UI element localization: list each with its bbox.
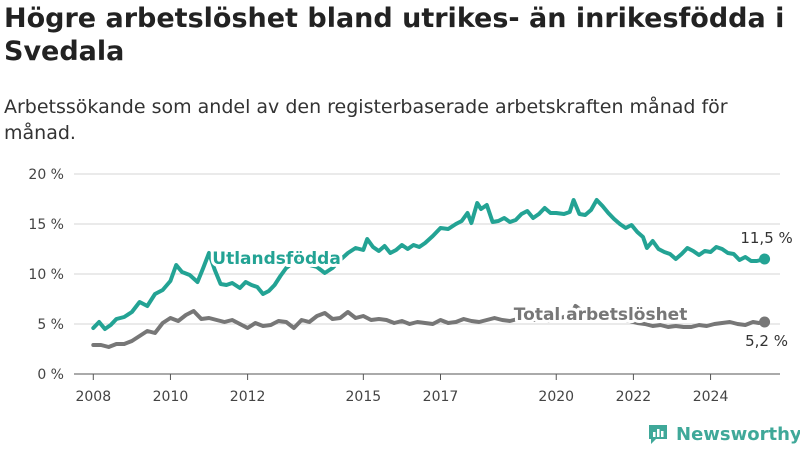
chart-grid	[74, 173, 780, 375]
end-value-label-total-arbetsl-shet: 5,2 %	[745, 332, 788, 350]
y-tick-label: 5 %	[37, 317, 64, 333]
brand-logo[interactable]: Newsworthy	[646, 421, 800, 447]
brand-name: Newsworthy	[676, 423, 800, 445]
y-tick-label: 15 %	[28, 217, 64, 233]
series-label-total-arbetsl-shet: Total arbetslöshet	[514, 305, 688, 325]
x-tick-label: 2020	[538, 389, 574, 405]
x-tick-label: 2010	[153, 389, 189, 405]
end-value-label-utlandsf-dda: 11,5 %	[740, 229, 792, 247]
x-tick-label: 2024	[693, 389, 729, 405]
x-tick-label: 2022	[616, 389, 652, 405]
chart-series	[91, 198, 771, 349]
series-label-utlandsf-dda: Utlandsfödda	[212, 249, 341, 269]
y-axis: 0 % 5 % 10 % 15 % 20 %	[28, 167, 64, 383]
y-tick-label: 10 %	[28, 267, 64, 283]
chart-title: Högre arbetslöshet bland utrikes- än inr…	[4, 3, 785, 67]
x-tick-label: 2012	[230, 389, 266, 405]
y-tick-label: 0 %	[37, 367, 64, 383]
x-tick-label: 2008	[75, 389, 111, 405]
y-tick-label: 20 %	[28, 167, 64, 183]
series-end-point-utlandsf-dda	[759, 253, 771, 265]
series-end-point-total-arbetsl-shet	[759, 316, 771, 328]
series-line-utlandsf-dda	[91, 198, 767, 331]
x-tick-label: 2017	[423, 389, 459, 405]
newsworthy-logo-icon	[649, 425, 667, 444]
series-line-total-arbetsl-shet	[91, 304, 767, 349]
x-tick-label: 2015	[346, 389, 382, 405]
x-axis: 2008 2010 2012 2015 2017 2020 2022 2024	[75, 374, 728, 405]
chart-labels: Utlandsfödda 11,5 % Total arbetslöshet 5,2 …	[209, 227, 794, 352]
chart-subtitle: Arbetssökande som andel av den registerb…	[4, 96, 728, 144]
